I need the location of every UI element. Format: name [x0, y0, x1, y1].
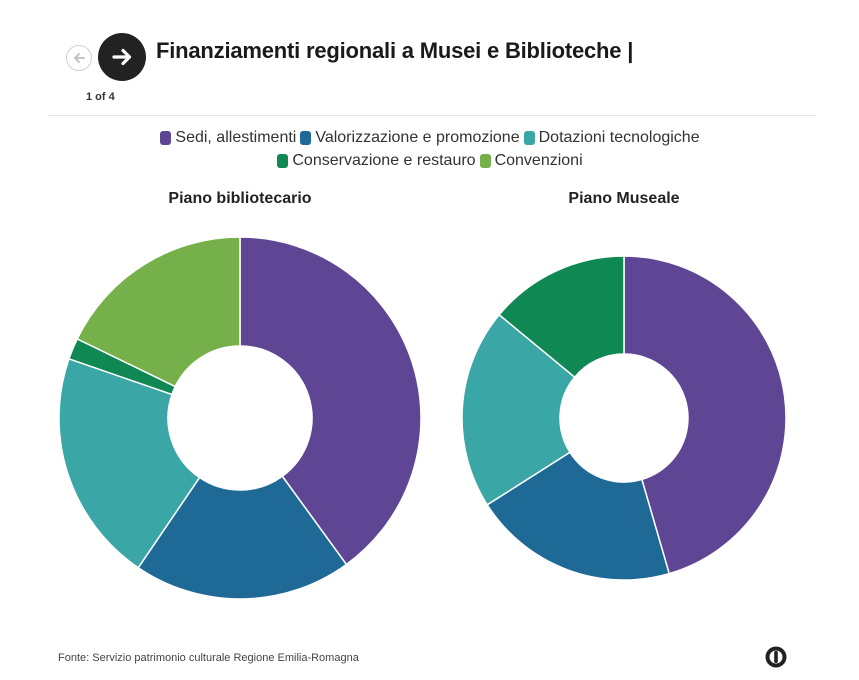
- donut-slice-museale-0[interactable]: [623, 255, 787, 575]
- legend-label: Conservazione e restauro: [292, 152, 476, 169]
- legend-label: Dotazioni tecnologiche: [538, 129, 700, 146]
- legend-item-conservazione: Conservazione e restauro: [277, 152, 476, 170]
- legend-label: Valorizzazione e promozione: [315, 129, 520, 146]
- legend-label: Convenzioni: [494, 152, 583, 169]
- donut-slice-bibliotecario-0[interactable]: [239, 236, 422, 566]
- chart-title-bibliotecario: Piano bibliotecario: [168, 190, 312, 207]
- pager-label: 1 of 4: [86, 91, 115, 103]
- page-title: Finanziamenti regionali a Musei e Biblio…: [156, 38, 634, 63]
- legend-item-valorizzazione: Valorizzazione e promozione: [300, 129, 520, 147]
- next-button[interactable]: [98, 33, 146, 81]
- donut-slice-museale-3[interactable]: [498, 255, 625, 379]
- donut-slice-museale-2[interactable]: [461, 313, 576, 506]
- donut-slice-bibliotecario-4[interactable]: [76, 236, 241, 388]
- previous-button[interactable]: [66, 45, 92, 71]
- legend-row-1: Sedi, allestimenti Valorizzazione e prom…: [100, 129, 760, 147]
- datawrapper-logo-icon[interactable]: [764, 645, 788, 669]
- legend-item-convenzioni: Convenzioni: [479, 152, 583, 170]
- legend-item-sedi: Sedi, allestimenti: [160, 129, 296, 147]
- source-note: Fonte: Servizio patrimonio culturale Reg…: [58, 652, 359, 664]
- arrow-right-icon: [112, 48, 132, 66]
- legend-swatch: [160, 131, 172, 145]
- arrow-left-icon: [74, 53, 85, 63]
- legend-item-dotazioni: Dotazioni tecnologiche: [523, 129, 700, 147]
- legend-swatch: [277, 154, 289, 168]
- legend-label: Sedi, allestimenti: [175, 129, 297, 146]
- legend-swatch: [300, 131, 312, 145]
- donut-slice-bibliotecario-2[interactable]: [58, 357, 201, 569]
- legend-swatch: [479, 154, 491, 168]
- chart-title-museale: Piano Museale: [568, 190, 680, 207]
- header-divider: [48, 115, 816, 116]
- donut-slice-bibliotecario-1[interactable]: [137, 475, 348, 600]
- donut-slice-museale-1[interactable]: [486, 451, 671, 581]
- legend-swatch: [523, 131, 535, 145]
- legend-row-2: Conservazione e restauro Convenzioni: [100, 152, 760, 170]
